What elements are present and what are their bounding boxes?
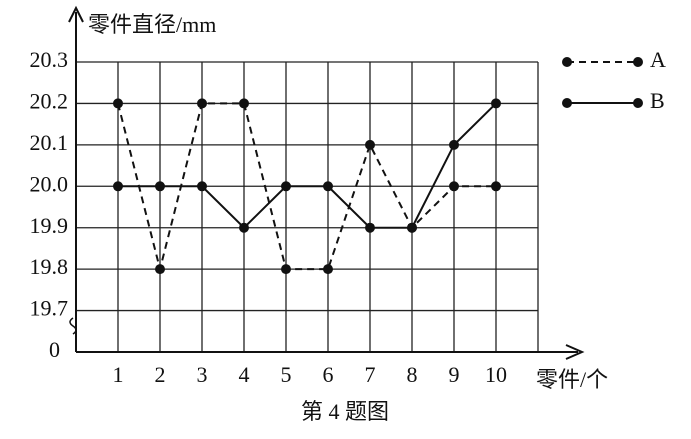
y-tick-label: 20.0 (30, 171, 69, 196)
x-tick-label: 8 (407, 362, 418, 387)
point (491, 181, 501, 192)
point (449, 181, 459, 192)
point (407, 222, 417, 233)
point (449, 139, 459, 150)
point (239, 98, 249, 109)
y-tick-label: 20.3 (30, 47, 69, 72)
point (323, 264, 333, 275)
x-tick-label: 9 (449, 362, 460, 387)
point (281, 264, 291, 275)
y-tick-label: 19.8 (30, 254, 69, 279)
point (281, 181, 291, 192)
x-tick-label: 4 (239, 362, 250, 387)
legend-dot (562, 57, 572, 67)
point (155, 181, 165, 192)
point (113, 181, 123, 192)
y-tick-label: 19.7 (30, 296, 69, 321)
y-axis (68, 5, 84, 352)
caption: 第 4 题图 (301, 399, 389, 424)
series-line (118, 102, 497, 230)
point (491, 98, 501, 109)
y-tick-label: 20.2 (30, 88, 69, 113)
point (155, 264, 165, 275)
x-tick-label: 6 (323, 362, 334, 387)
x-axis-label: 零件/个 (536, 367, 608, 392)
legend-dot (633, 98, 643, 108)
x-tick-label: 2 (155, 362, 166, 387)
y-tick-label: 19.9 (30, 213, 69, 238)
legend-label: A (650, 47, 666, 72)
x-tick-label: 1 (113, 362, 124, 387)
point (323, 181, 333, 192)
y-axis-label: 零件直径/mm (88, 12, 216, 37)
x-tick-label: 7 (365, 362, 376, 387)
x-axis (76, 344, 585, 360)
point (197, 181, 207, 192)
legend-label: B (650, 88, 665, 113)
origin-label: 0 (49, 337, 60, 362)
x-tick-label: 10 (485, 362, 507, 387)
legend-dot (562, 98, 572, 108)
point (197, 98, 207, 109)
x-tick-label: 5 (281, 362, 292, 387)
point (239, 222, 249, 233)
point (365, 139, 375, 150)
point (365, 222, 375, 233)
legend-dot (633, 57, 643, 67)
y-tick-label: 20.1 (30, 130, 69, 155)
point (113, 98, 123, 109)
x-tick-label: 3 (197, 362, 208, 387)
axis-break (69, 317, 77, 335)
